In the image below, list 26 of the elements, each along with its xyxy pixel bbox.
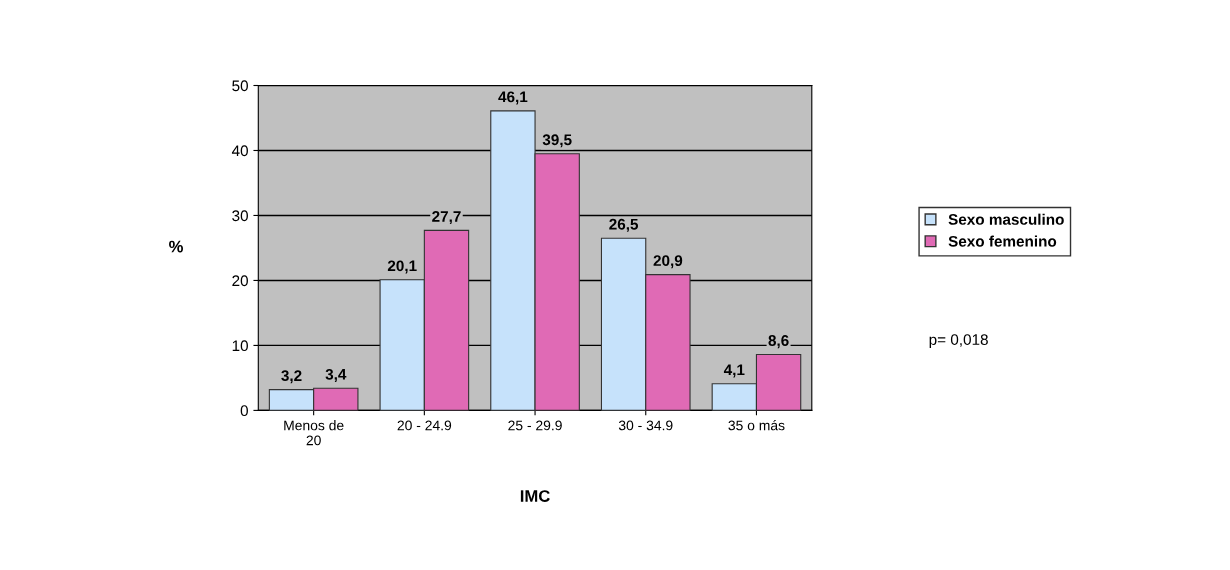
legend-label: Sexo masculino: [948, 213, 1064, 225]
data-label: 27,7: [432, 211, 461, 225]
y-tick-label: 40: [231, 145, 248, 157]
y-tick-label: 50: [232, 80, 248, 92]
data-label: 20,9: [653, 255, 683, 269]
data-label: 20,1: [387, 260, 417, 274]
y-axis-title: %: [169, 240, 183, 253]
data-label: 8,6: [768, 335, 789, 349]
y-tick-label: 10: [232, 340, 248, 352]
x-tick-label: 20 - 24.9: [397, 420, 452, 431]
x-tick-label: Menos de 20: [284, 420, 344, 446]
y-tick-label: 30: [232, 210, 248, 222]
data-label: 26,5: [609, 218, 639, 232]
x-tick-label: 35 o más: [728, 419, 785, 431]
legend-label: Sexo femenino: [948, 235, 1057, 247]
x-tick-label: 25 - 29.9: [508, 420, 562, 431]
x-axis-title: IMC: [520, 490, 550, 502]
data-label: 3,4: [325, 368, 347, 382]
text: p= 0,018: [929, 334, 988, 349]
data-label: 3,2: [281, 370, 302, 384]
y-tick-label: 0: [240, 405, 248, 417]
data-label: 46,1: [498, 91, 528, 105]
data-label: 39,5: [542, 134, 572, 148]
y-tick-label: 20: [232, 275, 248, 287]
x-tick-label: 30 - 34.9: [618, 420, 673, 431]
data-label: 4,1: [723, 364, 745, 378]
